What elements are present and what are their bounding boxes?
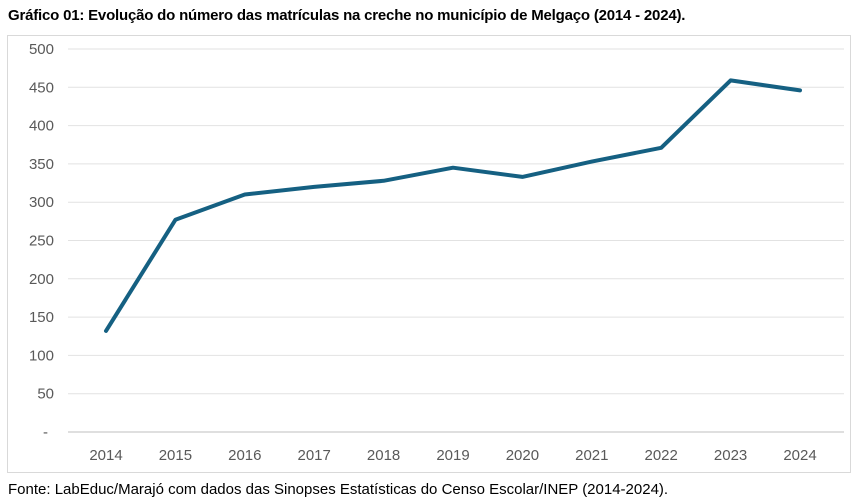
x-tick-label: 2021 <box>575 447 608 464</box>
x-tick-label: 2018 <box>367 447 400 464</box>
x-tick-label: 2019 <box>436 447 469 464</box>
y-tick-label: 500 <box>29 41 54 58</box>
y-tick-label: 400 <box>29 118 54 135</box>
x-tick-label: 2015 <box>159 447 192 464</box>
y-tick-label: 350 <box>29 156 54 173</box>
y-tick-label: - <box>43 424 48 441</box>
x-tick-label: 2024 <box>783 447 816 464</box>
x-tick-label: 2020 <box>506 447 539 464</box>
y-tick-label: 100 <box>29 347 54 364</box>
chart-source: Fonte: LabEduc/Marajó com dados das Sino… <box>8 481 669 498</box>
y-tick-label: 300 <box>29 194 54 211</box>
x-tick-label: 2016 <box>228 447 261 464</box>
chart-frame: - 50 100 150 200 250 300 350 400 450 500 2014 2015 20… <box>7 35 851 473</box>
x-tick-label: 2022 <box>645 447 678 464</box>
data-series-line <box>104 78 802 333</box>
y-tick-label: 250 <box>29 233 54 250</box>
y-tick-label: 450 <box>29 79 54 96</box>
chart-title: Gráfico 01: Evolução do número das matrí… <box>8 7 686 24</box>
y-tick-label: 50 <box>37 386 54 403</box>
y-tick-label: 150 <box>29 309 54 326</box>
y-tick-label: 200 <box>29 271 54 288</box>
x-tick-label: 2023 <box>714 447 747 464</box>
line-chart: - 50 100 150 200 250 300 350 400 450 500 2014 2015 20… <box>29 41 844 464</box>
x-tick-label: 2014 <box>89 447 122 464</box>
x-tick-label: 2017 <box>298 447 331 464</box>
